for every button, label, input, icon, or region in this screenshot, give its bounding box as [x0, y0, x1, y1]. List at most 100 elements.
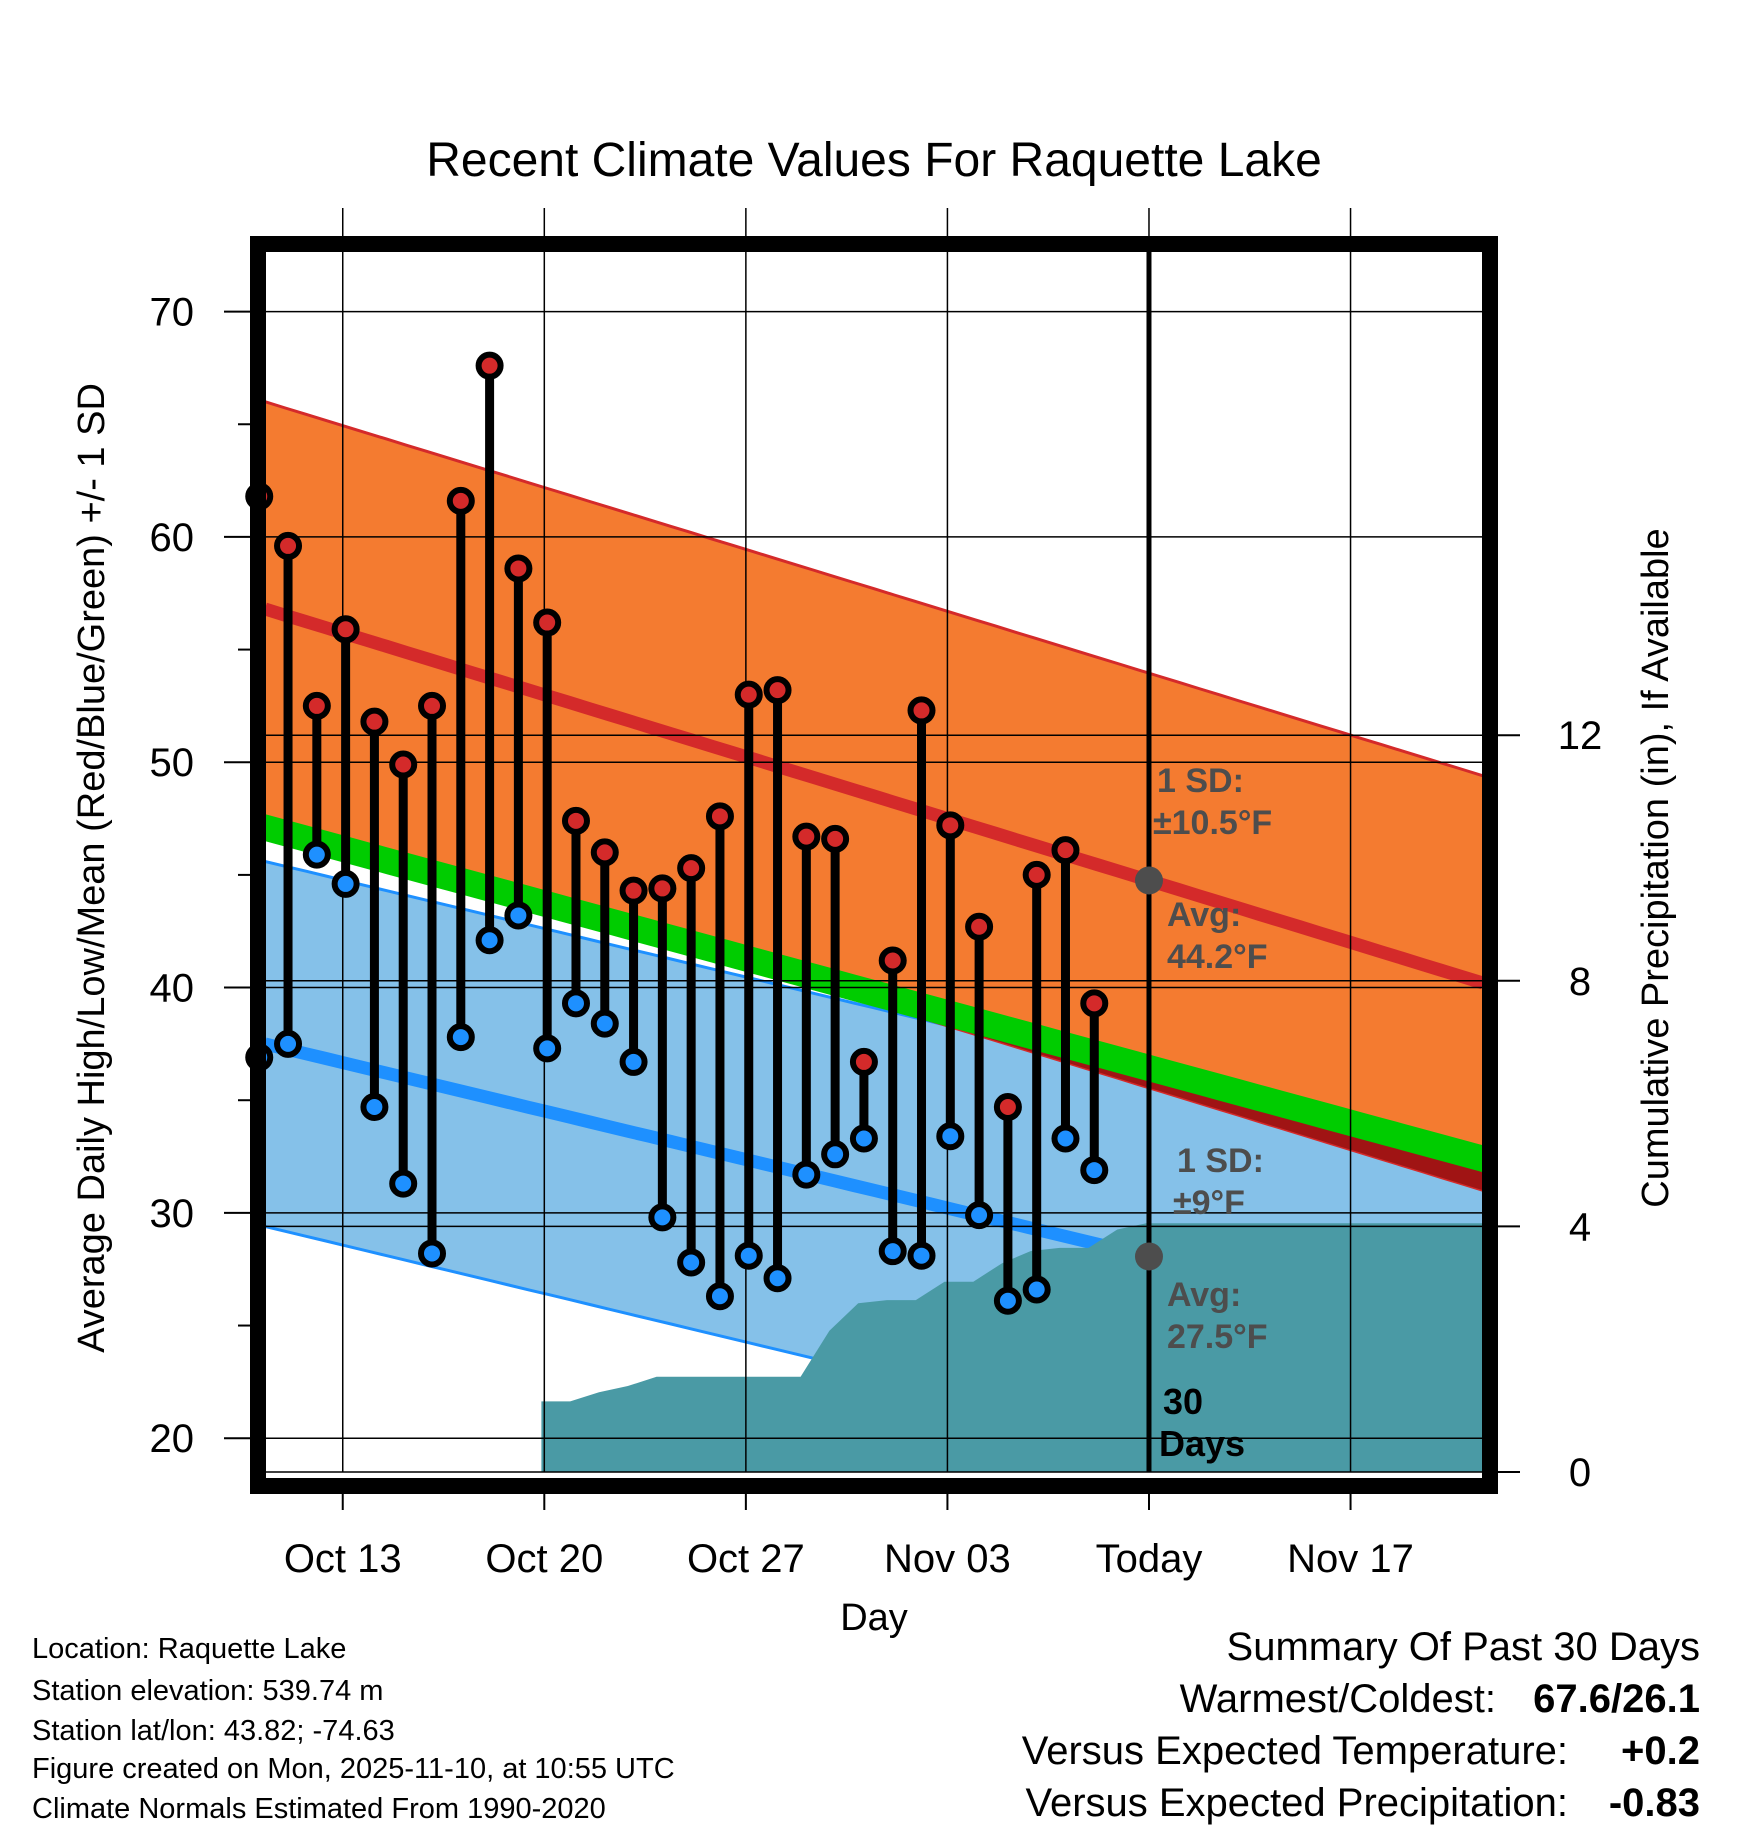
daily-low-point	[1080, 1156, 1109, 1185]
daily-high-point	[302, 691, 331, 720]
high-sd-upper-edge	[265, 400, 1483, 778]
y2-tick-label: 12	[1558, 714, 1603, 758]
daily-high-point	[792, 822, 821, 851]
summary-temp-label: Versus Expected Temperature:	[1022, 1729, 1568, 1773]
daily-high-point	[677, 854, 706, 883]
y-tick-label: 60	[150, 516, 195, 560]
low-avg-value: 27.5°F	[1167, 1318, 1268, 1356]
daily-high-point	[705, 802, 734, 831]
daily-low-point	[446, 1023, 475, 1052]
high-avg-value: 44.2°F	[1167, 938, 1268, 976]
daily-high-point	[590, 838, 619, 867]
daily-low-point	[936, 1122, 965, 1151]
daily-high-point	[504, 554, 533, 583]
x-axis-label: Day	[840, 1597, 908, 1639]
info-elevation: Station elevation: 539.74 m	[32, 1675, 383, 1707]
daily-low-point	[734, 1241, 763, 1270]
daily-high-point	[907, 696, 936, 725]
daily-low-point	[821, 1140, 850, 1169]
summary-precip-value: -0.83	[1609, 1781, 1700, 1825]
daily-high-point	[849, 1047, 878, 1076]
daily-high-point	[821, 824, 850, 853]
daily-low-point	[274, 1029, 303, 1058]
daily-low-point	[1051, 1124, 1080, 1153]
y2-tick-label: 0	[1569, 1451, 1591, 1495]
daily-low-point	[331, 869, 360, 898]
days-label: Days	[1159, 1423, 1245, 1464]
mean-band	[265, 814, 1483, 1173]
y2-tick-label: 8	[1569, 960, 1591, 1004]
summary-temp-value: +0.2	[1621, 1729, 1700, 1773]
daily-high-point	[648, 874, 677, 903]
daily-low-point	[705, 1282, 734, 1311]
high-sd-value: ±10.5°F	[1153, 804, 1272, 842]
daily-high-point	[389, 750, 418, 779]
info-latlon: Station lat/lon: 43.82; -74.63	[32, 1715, 395, 1747]
daily-high-point	[533, 608, 562, 637]
daily-low-point	[475, 926, 504, 955]
y-tick-label: 70	[150, 291, 195, 335]
high-avg-today-marker	[1134, 866, 1163, 895]
y2-tick-label: 4	[1569, 1205, 1591, 1249]
daily-high-point	[446, 486, 475, 515]
daily-low-point	[965, 1201, 994, 1230]
daily-high-point	[274, 531, 303, 560]
daily-high-point	[561, 806, 590, 835]
daily-low-point	[907, 1241, 936, 1270]
high-average-line	[265, 602, 1483, 990]
info-normals: Climate Normals Estimated From 1990-2020	[32, 1793, 606, 1825]
y2-axis-label: Cumulative Precipitation (in), If Availa…	[1635, 528, 1677, 1207]
daily-high-point	[993, 1092, 1022, 1121]
daily-high-point	[965, 912, 994, 941]
y-axis-label: Average Daily High/Low/Mean (Red/Blue/Gr…	[71, 383, 113, 1353]
daily-high-point	[475, 351, 504, 380]
daily-low-point	[993, 1286, 1022, 1315]
daily-high-point	[418, 691, 447, 720]
y-tick-label: 50	[150, 741, 195, 785]
daily-low-point	[619, 1047, 648, 1076]
low-avg-today-marker	[1134, 1242, 1163, 1271]
plot-frame	[250, 236, 1498, 1494]
low-sd-value: ±9°F	[1173, 1184, 1245, 1222]
daily-low-point	[561, 989, 590, 1018]
summary-precip-label: Versus Expected Precipitation:	[1025, 1781, 1568, 1825]
daily-low-point	[849, 1124, 878, 1153]
summary-warmest-label: Warmest/Coldest:	[1180, 1677, 1496, 1721]
x-tick-label: Oct 13	[284, 1537, 402, 1581]
summary-title: Summary Of Past 30 Days	[1227, 1625, 1700, 1669]
daily-high-point	[878, 946, 907, 975]
y-tick-label: 20	[150, 1417, 195, 1461]
daily-high-point	[1080, 989, 1109, 1018]
x-tick-label: Nov 03	[884, 1537, 1011, 1581]
daily-high-point	[331, 615, 360, 644]
summary-warmest-value: 67.6/26.1	[1533, 1677, 1700, 1721]
precipitation-area	[541, 1223, 1483, 1472]
daily-low-point	[504, 901, 533, 930]
daily-high-point	[763, 676, 792, 705]
daily-high-point	[734, 680, 763, 709]
info-created: Figure created on Mon, 2025-11-10, at 10…	[32, 1753, 675, 1785]
daily-low-point	[792, 1160, 821, 1189]
daily-low-point	[302, 840, 331, 869]
x-tick-label: Today	[1096, 1537, 1203, 1581]
high-sd-label: 1 SD:	[1157, 762, 1244, 800]
low-avg-label: Avg:	[1167, 1276, 1241, 1314]
daily-low-point	[590, 1009, 619, 1038]
daily-low-point	[763, 1264, 792, 1293]
x-tick-label: Nov 17	[1287, 1537, 1414, 1581]
y-tick-label: 30	[150, 1192, 195, 1236]
daily-high-point	[1022, 860, 1051, 889]
daily-high-point	[619, 876, 648, 905]
daily-low-point	[360, 1092, 389, 1121]
y-tick-label: 40	[150, 967, 195, 1011]
daily-low-point	[418, 1239, 447, 1268]
high-avg-label: Avg:	[1167, 896, 1241, 934]
daily-low-point	[1022, 1275, 1051, 1304]
x-tick-label: Oct 27	[687, 1537, 805, 1581]
daily-high-point	[360, 707, 389, 736]
daily-low-point	[648, 1203, 677, 1232]
daily-low-point	[677, 1248, 706, 1277]
daily-high-point	[936, 811, 965, 840]
daily-low-point	[878, 1237, 907, 1266]
